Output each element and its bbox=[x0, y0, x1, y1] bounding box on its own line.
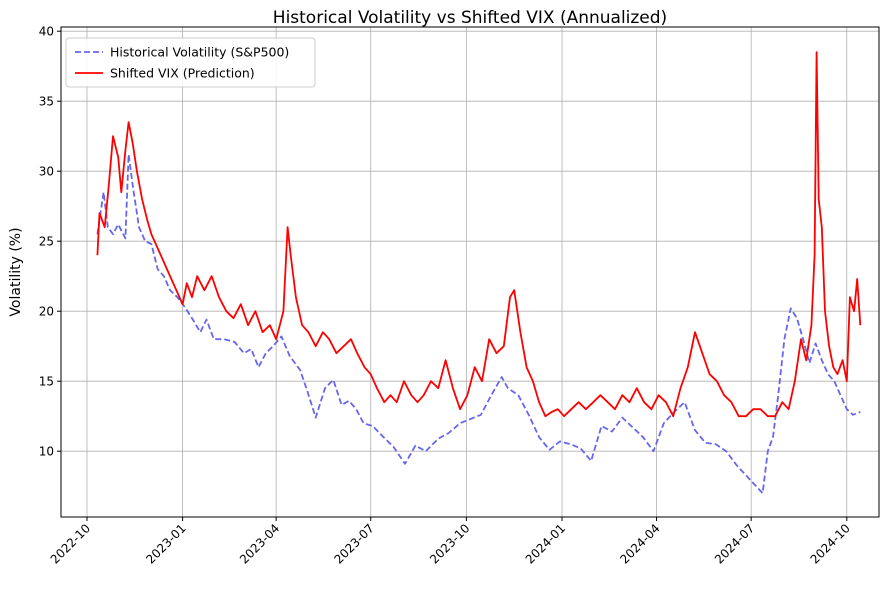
legend-box bbox=[65, 37, 316, 88]
x-tick-label: 2023-10 bbox=[427, 521, 472, 566]
x-tick-label: 2023-01 bbox=[143, 521, 188, 566]
y-tick-label: 15 bbox=[39, 375, 54, 389]
legend-label-vix: Shifted VIX (Prediction) bbox=[110, 66, 255, 81]
chart-title: Historical Volatility vs Shifted VIX (An… bbox=[273, 8, 667, 28]
x-tick-label: 2024-10 bbox=[808, 521, 853, 566]
x-tick-label: 2023-07 bbox=[332, 521, 377, 566]
legend: Historical Volatility (S&P500) Shifted V… bbox=[65, 37, 316, 88]
y-tick-label: 10 bbox=[39, 445, 54, 459]
y-tick-label: 20 bbox=[39, 305, 54, 319]
x-tick-label: 2024-07 bbox=[712, 521, 757, 566]
series-line-vix bbox=[96, 51, 862, 418]
y-tick-label: 25 bbox=[39, 235, 54, 249]
legend-label-hv: Historical Volatility (S&P500) bbox=[110, 45, 289, 60]
plot-area bbox=[61, 27, 879, 517]
y-tick-label: 30 bbox=[39, 165, 54, 179]
x-tick-label: 2022-10 bbox=[48, 521, 93, 566]
x-tick-label: 2024-01 bbox=[523, 521, 568, 566]
series-line-hv bbox=[96, 153, 861, 495]
x-tick-label: 2023-04 bbox=[237, 521, 282, 566]
y-tick-label: 40 bbox=[39, 25, 54, 39]
series-layer bbox=[96, 51, 862, 495]
plot-frame bbox=[60, 26, 880, 518]
grid bbox=[61, 27, 879, 517]
x-tick-label: 2024-04 bbox=[617, 521, 662, 566]
y-tick-label: 35 bbox=[39, 95, 54, 109]
y-axis-label: Volatility (%) bbox=[8, 227, 24, 316]
